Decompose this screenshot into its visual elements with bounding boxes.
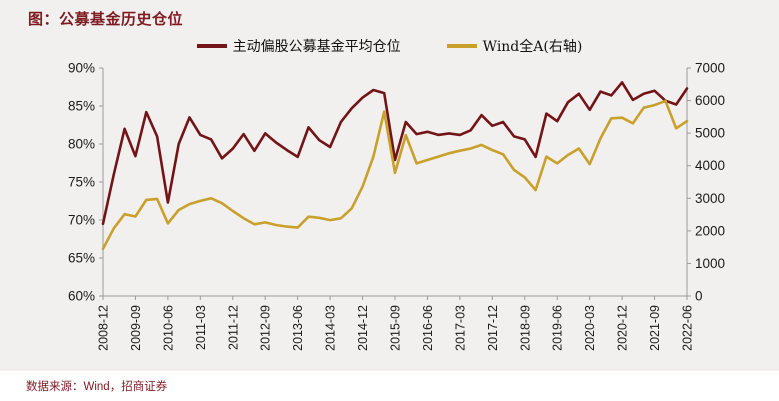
x-axis-label: 2009-09: [129, 305, 143, 351]
left-axis-label: 60%: [68, 289, 95, 304]
left-axis-label: 90%: [68, 61, 95, 76]
left-axis-label: 85%: [68, 99, 95, 114]
x-axis-label: 2013-06: [291, 305, 305, 351]
x-axis-label: 2017-03: [453, 305, 467, 351]
x-axis-label: 2014-12: [356, 305, 370, 351]
x-axis-label: 2021-09: [648, 305, 662, 351]
series-line-wind-a: [101, 99, 689, 251]
x-axis-label: 2010-06: [161, 305, 175, 351]
series-line-fund-position: [101, 81, 689, 226]
right-axis-label: 4000: [695, 158, 725, 173]
x-axis-label: 2008-12: [97, 305, 111, 351]
x-axis-label: 2011-12: [226, 305, 240, 350]
plot-background: [0, 0, 779, 371]
x-axis-label: 2017-12: [486, 305, 500, 351]
right-axis-label: 6000: [695, 93, 725, 108]
x-axis-label: 2020-03: [583, 305, 597, 351]
legend-item-winda: Wind全A(右轴): [446, 36, 583, 56]
right-axis-label: 2000: [695, 223, 725, 238]
left-axis-label: 70%: [68, 213, 95, 228]
legend-label-winda: Wind全A(右轴): [482, 39, 583, 55]
x-axis-label: 2012-09: [259, 305, 273, 351]
right-axis-label: 7000: [695, 61, 725, 76]
data-source-note: 数据来源：Wind，招商证券: [26, 381, 168, 393]
x-axis-label: 2019-06: [551, 305, 565, 351]
right-axis-label: 1000: [695, 256, 725, 271]
left-axis-label: 75%: [68, 175, 95, 190]
x-axis-label: 2014-03: [324, 305, 338, 351]
legend: 主动偏股公募基金平均仓位 Wind全A(右轴): [0, 36, 779, 56]
left-axis-label: 65%: [68, 251, 95, 266]
x-axis-label: 2022-06: [681, 305, 695, 351]
x-axis-label: 2015-09: [389, 305, 403, 351]
x-axis-label: 2016-06: [421, 305, 435, 351]
legend-label-position: 主动偏股公募基金平均仓位: [232, 39, 401, 55]
right-axis-label: 5000: [695, 126, 725, 141]
chart-title: 图：公募基金历史仓位: [28, 11, 184, 28]
x-axis-label: 2020-12: [616, 305, 630, 351]
x-axis-label: 2018-09: [518, 305, 532, 351]
legend-line-red-icon: [196, 44, 227, 48]
left-axis-label: 80%: [68, 137, 95, 152]
right-axis-label: 3000: [695, 191, 725, 206]
legend-line-gold-icon: [446, 44, 477, 48]
right-axis-label: 0: [695, 289, 703, 304]
legend-item-position: 主动偏股公募基金平均仓位: [196, 36, 401, 56]
x-axis-label: 2011-03: [194, 305, 208, 350]
